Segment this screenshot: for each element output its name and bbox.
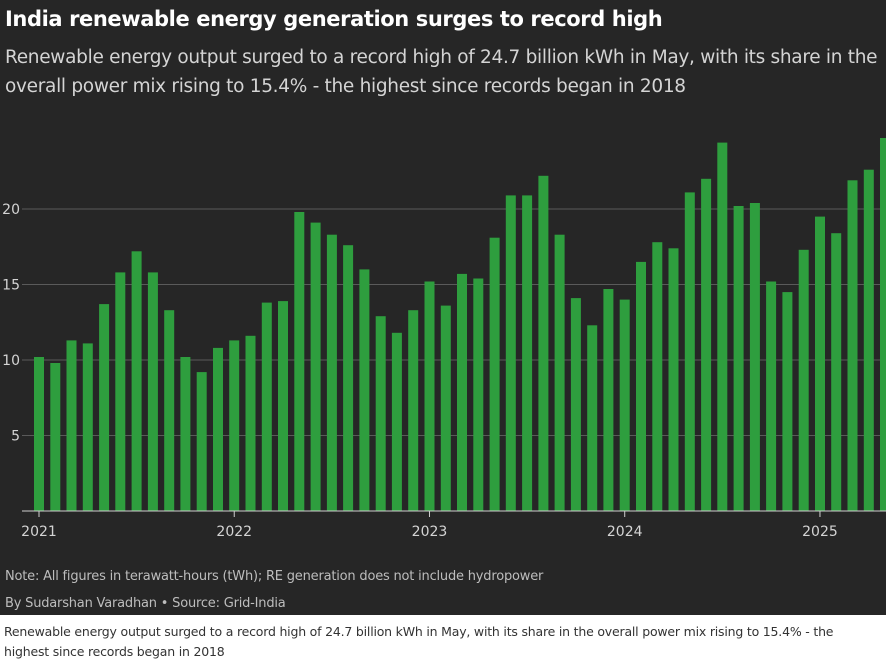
bar-2024-06 xyxy=(701,178,712,512)
bar-2024-10 xyxy=(766,281,777,511)
bar-2024-08 xyxy=(733,206,744,511)
bar-2022-10 xyxy=(375,316,386,511)
bar-2021-02 xyxy=(50,363,61,511)
bar-2024-03 xyxy=(652,242,663,511)
x-tick-label: 2022 xyxy=(216,524,252,540)
bar-2023-10 xyxy=(570,298,581,511)
bar-2023-01 xyxy=(424,281,435,511)
y-tick-label: 10 xyxy=(2,353,20,369)
bar-2022-08 xyxy=(343,245,354,511)
bar-2023-11 xyxy=(587,325,598,511)
bar-2024-11 xyxy=(782,292,793,511)
bar-2024-05 xyxy=(684,192,695,511)
bar-2022-07 xyxy=(326,234,337,511)
bar-2023-03 xyxy=(457,273,467,511)
bar-2022-05 xyxy=(294,212,305,511)
bar-2025-02 xyxy=(831,233,842,511)
x-tick-label: 2024 xyxy=(607,524,643,540)
bar-2025-05 xyxy=(880,138,886,511)
bar-2021-07 xyxy=(131,251,142,512)
bar-2023-09 xyxy=(554,234,565,511)
bar-2022-01 xyxy=(229,340,240,511)
chart-subtitle: Renewable energy output surged to a reco… xyxy=(5,47,878,97)
bar-2025-04 xyxy=(863,169,874,511)
y-tick-label: 15 xyxy=(2,278,20,294)
y-tick-label: 5 xyxy=(11,429,20,445)
bar-2024-01 xyxy=(619,299,630,511)
bar-2025-01 xyxy=(815,216,825,511)
bar-2021-10 xyxy=(180,357,191,511)
bar-2022-12 xyxy=(408,310,419,511)
bar-2021-05 xyxy=(99,304,110,511)
bar-2024-07 xyxy=(717,142,728,511)
bar-2021-04 xyxy=(82,343,93,511)
bar-2022-09 xyxy=(359,269,370,511)
bar-2023-02 xyxy=(440,305,451,511)
bar-2022-06 xyxy=(310,222,321,511)
bar-2021-01 xyxy=(34,357,44,511)
bar-2023-12 xyxy=(603,289,614,511)
chart-note: Note: All figures in terawatt-hours (tWh… xyxy=(5,569,544,584)
bar-2021-06 xyxy=(115,272,126,511)
bar-2024-12 xyxy=(798,249,809,512)
bar-chart: 5 10 15 20 2021 2022 2023 2024 2025 xyxy=(2,138,886,540)
bar-2023-07 xyxy=(522,195,533,511)
bar-2021-11 xyxy=(196,372,207,511)
bar-2023-06 xyxy=(505,195,516,511)
bar-2021-08 xyxy=(147,272,158,511)
bar-2022-04 xyxy=(278,301,288,511)
bar-2024-02 xyxy=(636,261,646,512)
bar-2023-04 xyxy=(473,278,484,511)
x-tick-label: 2023 xyxy=(412,524,448,540)
chart-title: India renewable energy generation surges… xyxy=(5,7,663,31)
bar-2021-12 xyxy=(213,347,223,511)
chart-credit: By Sudarshan Varadhan • Source: Grid-Ind… xyxy=(5,596,286,611)
bar-2023-05 xyxy=(489,237,500,511)
bar-2024-09 xyxy=(749,203,760,511)
bar-2024-04 xyxy=(668,248,679,512)
bar-2022-02 xyxy=(245,335,256,511)
bar-2021-09 xyxy=(164,310,175,511)
bar-2023-08 xyxy=(538,175,549,512)
bar-2025-03 xyxy=(847,180,858,512)
bar-2022-11 xyxy=(391,332,402,511)
image-caption: Renewable energy output surged to a reco… xyxy=(4,624,834,659)
x-tick-label: 2025 xyxy=(802,524,838,540)
x-tick-label: 2021 xyxy=(21,524,57,540)
y-tick-label: 20 xyxy=(2,202,20,218)
bar-2021-03 xyxy=(66,340,77,511)
bar-2022-03 xyxy=(261,302,272,511)
